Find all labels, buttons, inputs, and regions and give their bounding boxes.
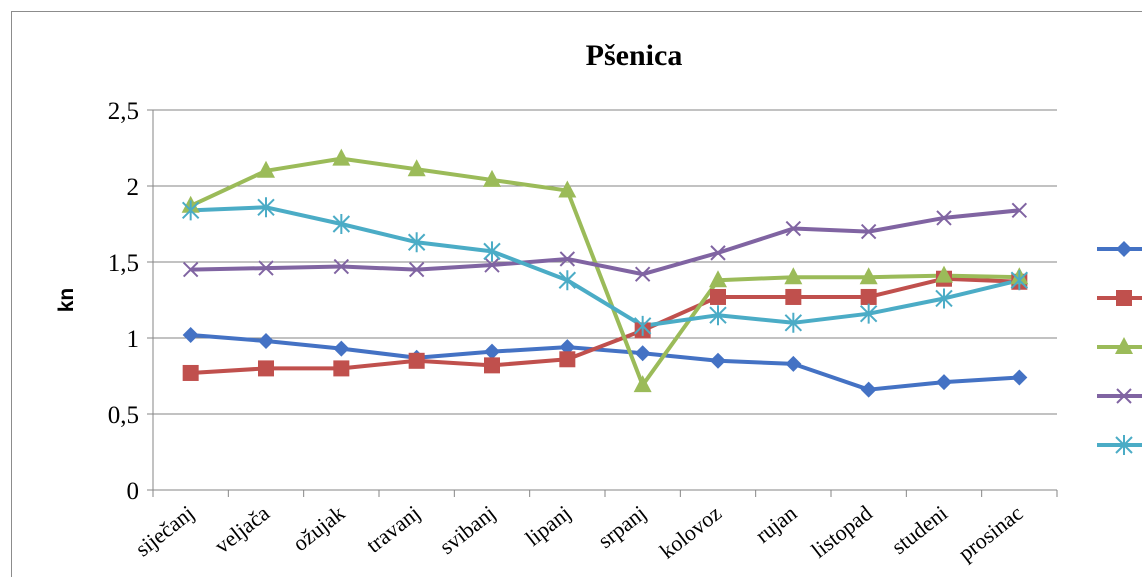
- y-tick-label: 0: [127, 478, 140, 505]
- y-tick-label: 0,5: [108, 402, 139, 429]
- data-point-marker: [483, 169, 501, 187]
- data-point-marker: [407, 232, 426, 253]
- series-line-2: [190, 276, 1020, 375]
- data-point-marker: [785, 288, 802, 305]
- data-point-marker: [1010, 270, 1029, 291]
- series-line-1: [190, 332, 1020, 392]
- data-point-marker: [633, 375, 652, 393]
- data-point-marker: [710, 245, 726, 261]
- data-point-marker: [483, 241, 501, 262]
- data-point-marker: [936, 210, 952, 226]
- y-tick-label: 2,5: [108, 98, 139, 125]
- data-point-marker: [559, 351, 576, 368]
- data-point-marker: [407, 159, 426, 177]
- x-tick-label: ožujak: [288, 500, 350, 556]
- data-point-marker: [710, 288, 726, 305]
- series-line-5: [190, 205, 1020, 328]
- series-markers: [181, 148, 1029, 398]
- axes: [147, 109, 1058, 497]
- data-point-marker: [484, 357, 500, 374]
- data-point-marker: [333, 360, 350, 377]
- x-tick-label: travanj: [361, 500, 425, 557]
- data-point-marker: [258, 333, 274, 350]
- data-point-marker: [484, 343, 500, 360]
- data-point-marker: [860, 223, 877, 240]
- data-point-marker: [709, 305, 727, 326]
- data-point-marker: [634, 266, 651, 282]
- data-point-marker: [258, 360, 274, 377]
- data-point-marker: [182, 364, 199, 381]
- data-point-marker: [333, 258, 350, 275]
- data-point-marker: [408, 352, 425, 369]
- y-tick-labels: 0 0,5 1 1,5 2 2,5: [108, 98, 139, 505]
- chart-area: [11, 11, 1142, 577]
- data-point-marker: [182, 261, 199, 278]
- chart-title: Pšenica: [586, 39, 683, 72]
- data-point-marker: [860, 381, 877, 398]
- x-tick-label: lipanj: [521, 500, 576, 551]
- x-tick-label: srpanj: [593, 500, 651, 553]
- data-point-marker: [332, 214, 351, 234]
- data-point-marker: [559, 251, 576, 267]
- data-point-marker: [181, 200, 200, 221]
- x-tick-label: svibanj: [435, 500, 500, 559]
- data-point-marker: [558, 270, 577, 291]
- data-point-marker: [633, 315, 652, 336]
- data-point-marker: [559, 339, 576, 356]
- x-tick-label: kolovoz: [655, 500, 726, 563]
- data-point-marker: [1011, 369, 1028, 386]
- data-point-marker: [257, 160, 275, 178]
- data-point-marker: [709, 270, 727, 288]
- data-point-marker: [484, 257, 500, 273]
- data-point-marker: [332, 148, 351, 166]
- data-point-marker: [860, 288, 877, 305]
- x-tick-label: rujan: [750, 500, 801, 548]
- data-point-marker: [258, 260, 274, 276]
- x-tick-label: prosinac: [953, 500, 1027, 566]
- data-point-marker: [1115, 435, 1133, 455]
- data-point-marker: [1011, 202, 1028, 219]
- data-point-marker: [408, 261, 425, 278]
- data-point-marker: [1116, 388, 1132, 404]
- data-point-marker: [936, 374, 952, 391]
- y-axis-label: kn: [55, 288, 78, 313]
- series-lines: [189, 156, 1020, 392]
- data-point-marker: [634, 345, 651, 362]
- x-tick-label: studeni: [887, 500, 952, 559]
- data-point-marker: [784, 312, 803, 333]
- data-point-marker: [257, 197, 275, 218]
- data-point-marker: [935, 265, 953, 283]
- legend: [1097, 241, 1142, 455]
- y-tick-label: 1: [127, 326, 140, 353]
- data-point-marker: [785, 355, 802, 372]
- x-tick-labels: siječanj veljača ožujak travanj svibanj lipan…: [130, 500, 1027, 566]
- data-point-marker: [859, 267, 878, 285]
- gridlines: [153, 109, 1057, 415]
- data-point-marker: [935, 288, 953, 309]
- data-point-marker: [859, 303, 878, 324]
- y-tick-label: 1,5: [108, 250, 139, 277]
- data-point-marker: [710, 352, 726, 369]
- y-tick-label: 2: [127, 174, 140, 201]
- x-tick-label: listopad: [806, 500, 876, 563]
- x-tick-label: veljača: [210, 500, 275, 558]
- x-tick-label: siječanj: [130, 500, 198, 561]
- series-line-3: [189, 156, 1020, 388]
- data-point-marker: [1116, 241, 1132, 257]
- data-point-marker: [333, 340, 350, 357]
- data-point-marker: [558, 180, 577, 198]
- data-point-marker: [1116, 290, 1132, 306]
- data-point-marker: [784, 267, 803, 285]
- series-line-4: [190, 208, 1020, 277]
- data-point-marker: [182, 326, 199, 343]
- data-point-marker: [785, 220, 802, 237]
- data-point-marker: [1115, 337, 1133, 354]
